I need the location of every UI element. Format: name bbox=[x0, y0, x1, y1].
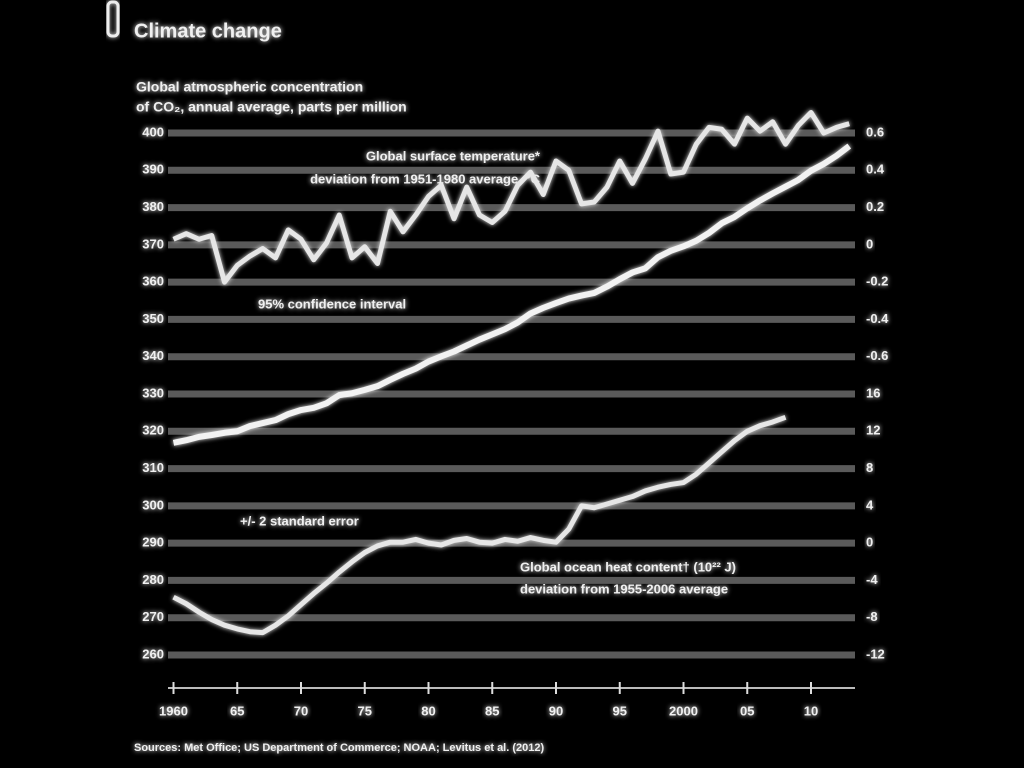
y-tick-label: 340 bbox=[142, 348, 164, 363]
y3-tick-label: -8 bbox=[866, 609, 878, 624]
y-tick-label: 280 bbox=[142, 572, 164, 587]
series-line bbox=[172, 143, 852, 446]
x-tick-label: 75 bbox=[358, 703, 372, 718]
subtitle: Global atmospheric concentration bbox=[136, 79, 363, 95]
grid: 4003903803703603503403303203103002902802… bbox=[142, 124, 889, 718]
y3-tick-label: 4 bbox=[866, 497, 874, 512]
x-tick-label: 95 bbox=[613, 703, 627, 718]
annotation: deviation from 1951-1980 average, °C bbox=[310, 171, 541, 186]
y2-tick-label: -0.6 bbox=[866, 348, 888, 363]
y-tick-label: 360 bbox=[142, 274, 164, 289]
x-tick-label: 85 bbox=[485, 703, 499, 718]
y-tick-label: 310 bbox=[142, 460, 164, 475]
y2-tick-label: -0.4 bbox=[866, 311, 889, 326]
y-tick-label: 330 bbox=[142, 385, 164, 400]
y3-tick-label: -12 bbox=[866, 646, 885, 661]
annotation: Global ocean heat content† (10²² J) bbox=[520, 559, 736, 574]
series-line bbox=[172, 109, 850, 285]
x-tick-label: 65 bbox=[230, 703, 244, 718]
y-tick-label: 300 bbox=[142, 497, 164, 512]
x-tick-label: 1960 bbox=[159, 703, 188, 718]
y-tick-label: 290 bbox=[142, 535, 164, 550]
annotation: Global surface temperature* bbox=[366, 148, 541, 163]
y-tick-label: 370 bbox=[142, 236, 164, 251]
y-tick-label: 400 bbox=[142, 124, 164, 139]
y-tick-label: 270 bbox=[142, 609, 164, 624]
y3-tick-label: 8 bbox=[866, 460, 873, 475]
y-tick-label: 380 bbox=[142, 199, 164, 214]
annotation: deviation from 1955-2006 average bbox=[520, 581, 728, 596]
y-tick-label: 320 bbox=[142, 423, 164, 438]
x-tick-label: 05 bbox=[740, 703, 754, 718]
y3-tick-label: 12 bbox=[866, 423, 880, 438]
chart-title: Climate change bbox=[134, 20, 282, 42]
source: Sources: Met Office; US Department of Co… bbox=[134, 742, 544, 754]
y3-tick-label: 0 bbox=[866, 535, 873, 550]
y2-tick-label: -0.2 bbox=[866, 274, 888, 289]
x-tick-label: 80 bbox=[421, 703, 435, 718]
y-tick-label: 350 bbox=[142, 311, 164, 326]
x-tick-label: 90 bbox=[549, 703, 563, 718]
y3-tick-label: 16 bbox=[866, 385, 880, 400]
plot bbox=[172, 109, 852, 636]
logo-mark bbox=[106, 0, 120, 38]
x-tick-label: 70 bbox=[294, 703, 308, 718]
y2-tick-label: 0.2 bbox=[866, 199, 884, 214]
y-tick-label: 260 bbox=[142, 646, 164, 661]
annotation: +/- 2 standard error bbox=[240, 513, 359, 528]
x-tick-label: 2000 bbox=[669, 703, 698, 718]
y3-tick-label: -4 bbox=[866, 572, 878, 587]
series-line bbox=[172, 414, 787, 636]
y2-tick-label: 0.4 bbox=[866, 162, 885, 177]
x-tick-label: 10 bbox=[804, 703, 818, 718]
y2-tick-label: 0.6 bbox=[866, 124, 884, 139]
subtitle: of CO₂, annual average, parts per millio… bbox=[136, 99, 407, 115]
y-tick-label: 390 bbox=[142, 162, 164, 177]
annotation: 95% confidence interval bbox=[258, 296, 406, 311]
y2-tick-label: 0 bbox=[866, 236, 873, 251]
